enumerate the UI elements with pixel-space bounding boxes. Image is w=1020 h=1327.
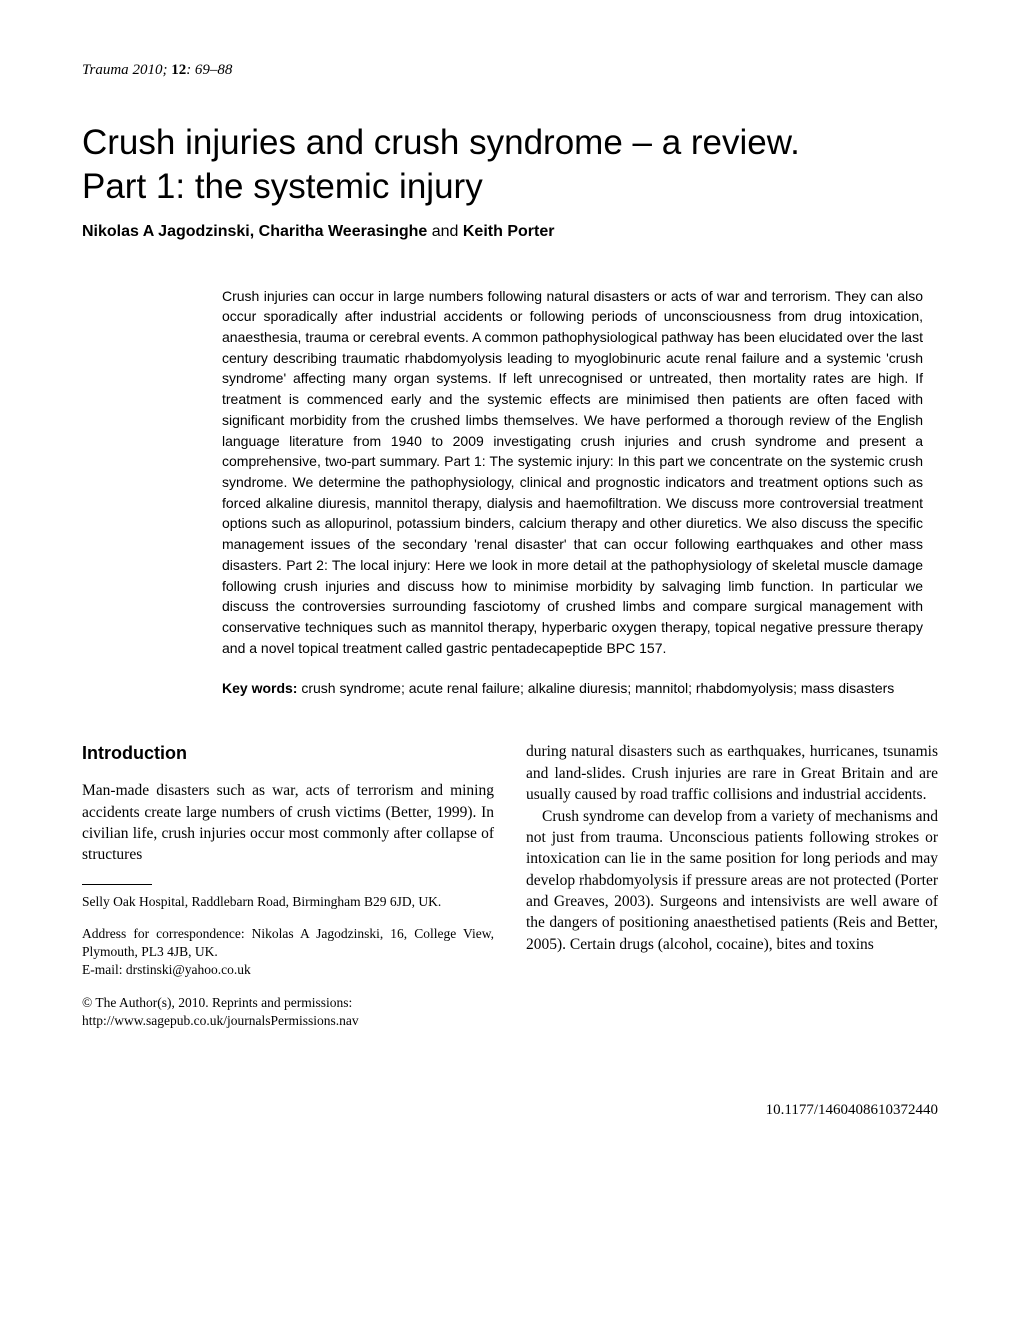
authors: Nikolas A Jagodzinski, Charitha Weerasin… (82, 223, 938, 241)
right-column: during natural disasters such as earthqu… (526, 741, 938, 1120)
year: 2010; (132, 62, 167, 78)
correspondence-email: E-mail: drstinski@yahoo.co.uk (82, 962, 251, 977)
volume: 12 (171, 62, 186, 78)
footnote-rule (82, 884, 152, 885)
article-title: Crush injuries and crush syndrome – a re… (82, 121, 938, 209)
section-heading-introduction: Introduction (82, 741, 494, 766)
pages: : 69–88 (186, 62, 232, 78)
col2-para2: Crush syndrome can develop from a variet… (526, 806, 938, 956)
keywords-label: Key words: (222, 680, 297, 696)
authors-group-2: Keith Porter (463, 223, 555, 240)
authors-and: and (427, 223, 463, 240)
journal-name: Trauma (82, 62, 129, 78)
keywords-text: crush syndrome; acute renal failure; alk… (297, 680, 894, 696)
title-line-2: Part 1: the systemic injury (82, 167, 483, 206)
left-column: Introduction Man-made disasters such as … (82, 741, 494, 1120)
permissions-url: http://www.sagepub.co.uk/journalsPermiss… (82, 1013, 359, 1028)
doi: 10.1177/1460408610372440 (526, 1100, 938, 1121)
abstract: Crush injuries can occur in large number… (222, 286, 923, 659)
intro-paragraph: Man-made disasters such as war, acts of … (82, 780, 494, 866)
col2-para1: during natural disasters such as earthqu… (526, 741, 938, 805)
footnote-affiliation: Selly Oak Hospital, Raddlebarn Road, Bir… (82, 893, 494, 911)
two-column-body: Introduction Man-made disasters such as … (82, 741, 938, 1120)
authors-group-1: Nikolas A Jagodzinski, Charitha Weerasin… (82, 223, 427, 240)
footnote-correspondence: Address for correspondence: Nikolas A Ja… (82, 925, 494, 980)
footnote-copyright: © The Author(s), 2010. Reprints and perm… (82, 994, 494, 1030)
copyright-text: © The Author(s), 2010. Reprints and perm… (82, 995, 352, 1010)
title-line-1: Crush injuries and crush syndrome – a re… (82, 123, 800, 162)
keywords: Key words: crush syndrome; acute renal f… (222, 678, 923, 699)
running-header: Trauma 2010; 12: 69–88 (82, 62, 938, 79)
correspondence-text: Address for correspondence: Nikolas A Ja… (82, 926, 494, 959)
